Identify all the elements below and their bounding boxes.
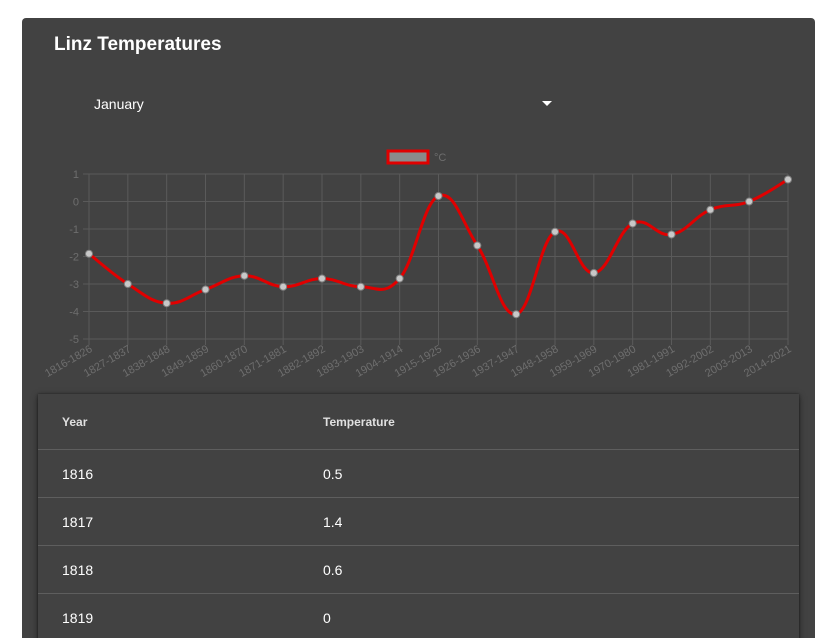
cell-year: 1817 bbox=[62, 514, 94, 530]
data-point bbox=[589, 269, 598, 277]
legend-label: °C bbox=[434, 152, 446, 164]
data-point bbox=[85, 249, 93, 258]
cell-temperature: 1.4 bbox=[323, 514, 343, 530]
data-point bbox=[240, 271, 249, 280]
data-point bbox=[628, 219, 637, 228]
cell-temperature: 0.6 bbox=[323, 562, 343, 578]
cell-year: 1816 bbox=[62, 466, 94, 482]
data-point bbox=[512, 310, 521, 319]
dropdown-arrow-icon bbox=[542, 101, 552, 106]
series-line bbox=[88, 178, 789, 316]
column-header-year: Year bbox=[62, 415, 88, 429]
data-point bbox=[279, 282, 288, 291]
data-point bbox=[162, 299, 171, 308]
column-header-temperature: Temperature bbox=[323, 415, 395, 429]
y-tick-label: -3 bbox=[69, 279, 79, 291]
y-tick-label: 0 bbox=[73, 197, 79, 209]
y-tick-label: -1 bbox=[69, 224, 79, 236]
page-title: Linz Temperatures bbox=[54, 34, 222, 55]
cell-year: 1818 bbox=[62, 562, 94, 578]
y-tick-label: -4 bbox=[69, 307, 79, 319]
cell-temperature: 0.5 bbox=[323, 466, 343, 482]
data-point bbox=[434, 192, 443, 200]
temperature-table: Year Temperature 1816 0.5 1817 1.4 1818 0.6 18… bbox=[38, 394, 799, 638]
month-select[interactable]: January bbox=[94, 92, 552, 116]
temperature-card: Linz Temperatures January 1 0 -1 -2 -3 -4 -5 18… bbox=[22, 18, 815, 638]
data-point bbox=[551, 227, 559, 236]
cell-year: 1819 bbox=[62, 610, 94, 626]
data-point bbox=[318, 274, 326, 283]
data-point bbox=[745, 197, 754, 206]
data-point bbox=[356, 282, 365, 291]
data-point bbox=[473, 241, 482, 250]
table-row: 1817 1.4 bbox=[38, 497, 799, 546]
table-row: 1816 0.5 bbox=[38, 449, 799, 498]
legend-swatch bbox=[386, 149, 430, 165]
table-row: 1818 0.6 bbox=[38, 545, 799, 594]
y-tick-label: -2 bbox=[69, 252, 79, 264]
data-point bbox=[667, 230, 676, 239]
table-row: 1819 0 bbox=[38, 593, 799, 638]
data-point bbox=[201, 285, 210, 294]
data-point bbox=[706, 205, 715, 214]
data-point bbox=[784, 175, 792, 184]
y-tick-label: 1 bbox=[73, 169, 79, 181]
cell-temperature: 0 bbox=[323, 610, 331, 626]
y-tick-label: -5 bbox=[69, 334, 79, 346]
month-select-value: January bbox=[94, 96, 144, 112]
line-chart: 10-1-2-3-4-51816-18261827-18371838-18481… bbox=[43, 149, 794, 380]
data-point bbox=[123, 280, 132, 288]
data-point bbox=[395, 274, 404, 283]
